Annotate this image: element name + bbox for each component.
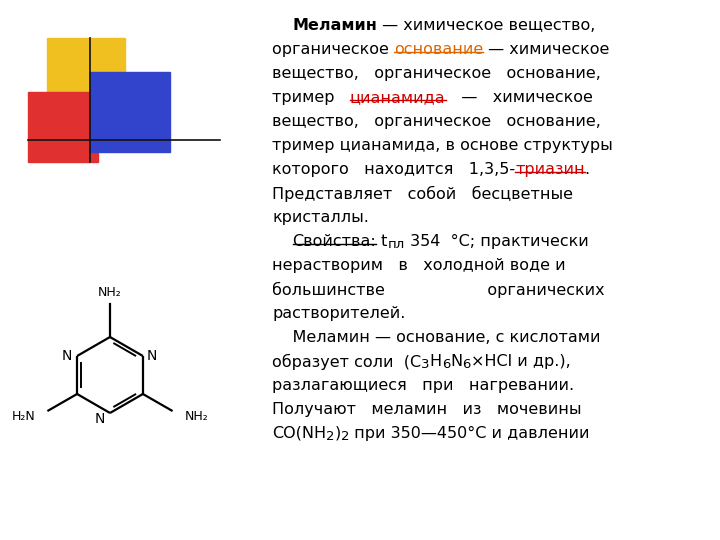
Text: Свойства:: Свойства:: [292, 234, 377, 249]
Text: цианамида: цианамида: [350, 90, 446, 105]
Text: пл: пл: [387, 238, 405, 251]
Text: 354  °C; практически: 354 °C; практически: [405, 234, 589, 249]
Text: 6: 6: [462, 358, 471, 371]
Text: Представляет   собой   бесцветные: Представляет собой бесцветные: [272, 186, 573, 202]
Text: N: N: [95, 412, 105, 426]
Text: N: N: [450, 354, 462, 369]
Bar: [28, 92, 98, 162]
Text: нерастворим   в   холодной воде и: нерастворим в холодной воде и: [272, 258, 566, 273]
Text: t: t: [377, 234, 387, 249]
Text: тример цианамида, в основе структуры: тример цианамида, в основе структуры: [272, 138, 613, 153]
Text: ×HCl и др.),: ×HCl и др.),: [471, 354, 570, 369]
Text: образует соли  (C: образует соли (C: [272, 354, 421, 370]
Text: вещество,   органическое   основание,: вещество, органическое основание,: [272, 66, 601, 81]
Text: при 350—450°C и давлении: при 350—450°C и давлении: [349, 426, 590, 441]
Text: N: N: [62, 349, 72, 363]
Text: — химическое вещество,: — химическое вещество,: [377, 18, 595, 33]
Text: триазин: триазин: [515, 162, 585, 177]
Text: вещество,   органическое   основание,: вещество, органическое основание,: [272, 114, 601, 129]
Text: Меламин: Меламин: [292, 18, 377, 33]
Text: .: .: [585, 162, 590, 177]
Text: Меламин — основание, с кислотами: Меламин — основание, с кислотами: [272, 330, 600, 345]
Text: ): ): [335, 426, 341, 441]
Text: тример: тример: [272, 90, 350, 105]
Text: — химическое: — химическое: [483, 42, 610, 57]
Text: N: N: [147, 349, 157, 363]
Text: органическое: органическое: [272, 42, 394, 57]
Text: основание: основание: [394, 42, 483, 57]
Text: 3: 3: [421, 358, 430, 371]
Text: растворителей.: растворителей.: [272, 306, 405, 321]
Text: CO(NH: CO(NH: [272, 426, 326, 441]
Bar: [47, 38, 125, 116]
Text: 2: 2: [326, 430, 335, 443]
Text: Получают   меламин   из   мочевины: Получают меламин из мочевины: [272, 402, 582, 417]
Text: H: H: [430, 354, 442, 369]
Text: разлагающиеся   при   нагревании.: разлагающиеся при нагревании.: [272, 378, 574, 393]
Text: которого   находится   1,3,5-: которого находится 1,3,5-: [272, 162, 515, 177]
Text: 2: 2: [341, 430, 349, 443]
Text: кристаллы.: кристаллы.: [272, 210, 369, 225]
Text: 6: 6: [442, 358, 450, 371]
Text: —   химическое: — химическое: [446, 90, 593, 105]
Text: NH₂: NH₂: [184, 410, 208, 423]
Text: NH₂: NH₂: [98, 286, 122, 299]
Text: H₂N: H₂N: [12, 410, 35, 423]
Text: большинстве                    органических: большинстве органических: [272, 282, 605, 298]
Bar: [90, 72, 170, 152]
